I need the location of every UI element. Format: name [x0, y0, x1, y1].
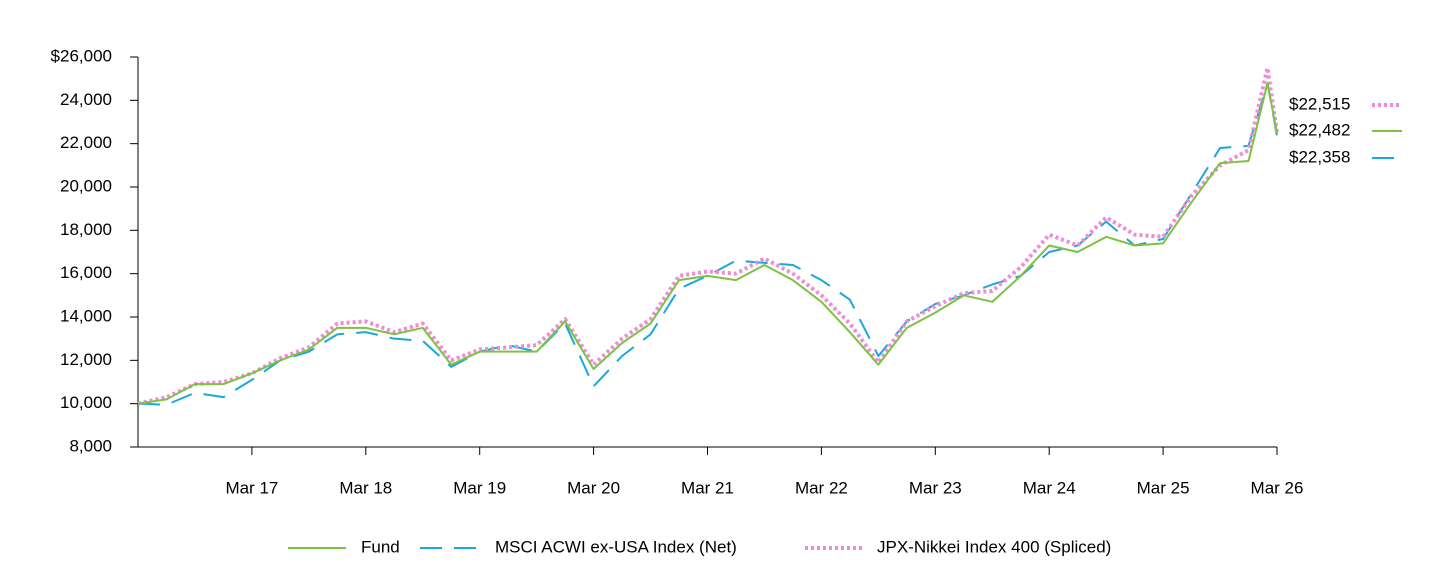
x-tick-label: Mar 17: [225, 478, 278, 497]
y-tick-label: 20,000: [60, 176, 112, 195]
x-tick-label: Mar 23: [909, 478, 962, 497]
y-tick-label: $26,000: [51, 46, 112, 65]
series-line: [137, 82, 1278, 406]
x-tick-label: Mar 19: [453, 478, 506, 497]
y-tick-label: 10,000: [60, 393, 112, 412]
x-tick-label: Mar 22: [795, 478, 848, 497]
series-line: [137, 65, 1279, 406]
x-tick-label: Mar 20: [567, 478, 620, 497]
x-tick-label: Mar 24: [1023, 478, 1076, 497]
y-tick-label: 24,000: [60, 90, 112, 109]
y-tick-label: 14,000: [60, 306, 112, 325]
y-tick-label: 8,000: [69, 436, 112, 455]
x-tick-label: Mar 26: [1251, 478, 1304, 497]
end-label: $22,358: [1289, 147, 1350, 166]
legend-label: JPX-Nikkei Index 400 (Spliced): [877, 537, 1111, 556]
series-line: [137, 82, 1278, 405]
x-tick-label: Mar 21: [681, 478, 734, 497]
end-label: $22,482: [1289, 120, 1350, 139]
y-tick-label: 16,000: [60, 263, 112, 282]
legend-label: MSCI ACWI ex-USA Index (Net): [495, 537, 737, 556]
y-tick-label: 12,000: [60, 350, 112, 369]
y-tick-label: 18,000: [60, 220, 112, 239]
x-tick-label: Mar 25: [1137, 478, 1190, 497]
legend-label: Fund: [361, 537, 400, 556]
x-tick-label: Mar 18: [339, 478, 392, 497]
end-label: $22,515: [1289, 94, 1350, 113]
y-tick-label: 22,000: [60, 133, 112, 152]
